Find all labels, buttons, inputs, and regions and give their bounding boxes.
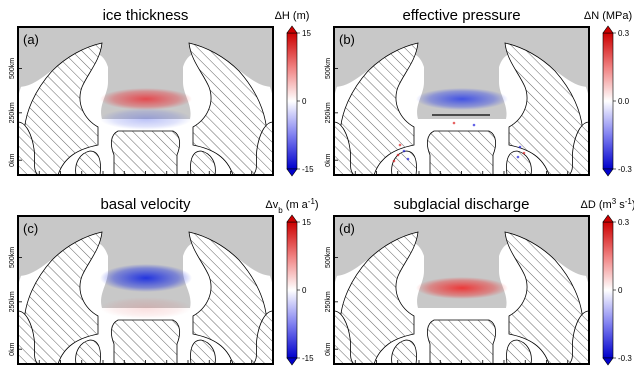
colorbar (286, 221, 298, 359)
scatter-point (406, 157, 410, 161)
colorbar-top-arrow (602, 214, 614, 223)
panel-title: basal velocity (100, 196, 191, 213)
anomaly-band (100, 297, 192, 319)
panel-b (334, 27, 589, 175)
colorbar-bottom-arrow (286, 357, 298, 366)
scatter-point (402, 149, 406, 153)
colorbar-tick-label: -0.3 (618, 165, 632, 174)
anomaly-band (416, 88, 508, 110)
y-tick-label: 250km (325, 102, 332, 123)
colorbar-tick-label: 0.3 (618, 29, 630, 38)
panel-d (334, 216, 589, 364)
colorbar (602, 32, 614, 170)
anomaly-band (100, 108, 192, 130)
hatched-domain (18, 42, 273, 175)
scatter-point (398, 143, 402, 147)
scatter-point (452, 121, 456, 125)
hatched-domain (334, 231, 589, 364)
y-tick-label: 0km (325, 342, 332, 355)
colorbar-top-arrow (286, 214, 298, 223)
colorbar-tick-label: -15 (302, 354, 314, 363)
anomaly-band (100, 264, 192, 292)
anomaly-band (416, 277, 508, 299)
colorbar-top-arrow (286, 25, 298, 34)
panel-letter: (b) (339, 32, 355, 47)
colorbar-tick-label: 0 (302, 97, 307, 106)
colorbar-label: Δvb (m a-1) (265, 197, 318, 215)
hatched-domain (18, 231, 273, 364)
panel-letter: (a) (23, 32, 39, 47)
panel-title: effective pressure (402, 7, 520, 24)
colorbar-tick-label: -0.3 (618, 354, 632, 363)
colorbar-label: ΔH (m) (275, 10, 310, 22)
colorbar-bottom-arrow (286, 168, 298, 177)
colorbar-tick-label: 15 (302, 29, 311, 38)
colorbar-tick-label: 0.3 (618, 218, 630, 227)
scatter-point (516, 155, 520, 159)
hatched-domain (334, 42, 589, 175)
scatter-point (518, 145, 522, 149)
colorbar (602, 221, 614, 359)
y-tick-label: 250km (9, 102, 16, 123)
colorbar-bottom-arrow (602, 357, 614, 366)
panel-c (18, 216, 273, 364)
colorbar-tick-label: 15 (302, 218, 311, 227)
y-tick-label: 0km (325, 153, 332, 166)
y-tick-label: 250km (325, 291, 332, 312)
colorbar-tick-label: 0.0 (618, 97, 630, 106)
y-tick-label: 500km (9, 58, 16, 79)
panel-title: ice thickness (103, 7, 189, 24)
panel-letter: (c) (23, 221, 38, 236)
y-tick-label: 0km (9, 153, 16, 166)
y-tick-label: 500km (325, 58, 332, 79)
y-tick-label: 500km (9, 247, 16, 268)
scatter-point (396, 153, 400, 157)
y-tick-label: 500km (325, 247, 332, 268)
colorbar-tick-label: 0 (302, 286, 307, 295)
colorbar-bottom-arrow (602, 168, 614, 177)
anomaly-band (100, 88, 192, 110)
panel-letter: (d) (339, 221, 355, 236)
colorbar-top-arrow (602, 25, 614, 34)
scatter-point (522, 151, 526, 155)
panel-a (18, 27, 273, 175)
scatter-point (392, 159, 396, 163)
y-tick-label: 250km (9, 291, 16, 312)
y-tick-label: 0km (9, 342, 16, 355)
colorbar-tick-label: 0 (618, 286, 623, 295)
scatter-point (472, 123, 476, 127)
colorbar-label: ΔN (MPa) (584, 10, 632, 22)
colorbar (286, 32, 298, 170)
colorbar-label: ΔD (m3 s-1) (581, 197, 634, 212)
panel-title: subglacial discharge (394, 196, 530, 213)
colorbar-tick-label: -15 (302, 165, 314, 174)
